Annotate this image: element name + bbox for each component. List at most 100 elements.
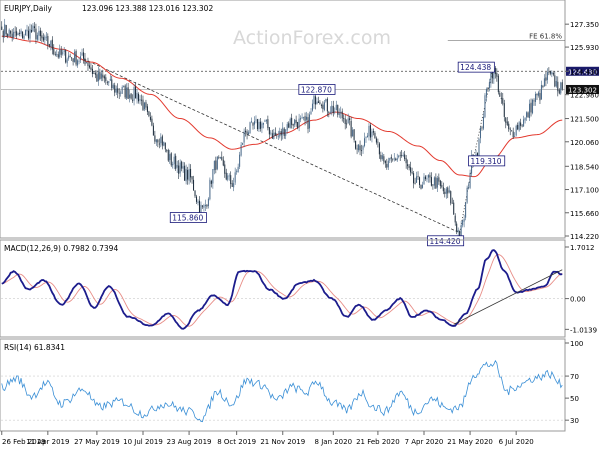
- candle-body: [248, 132, 250, 135]
- candle-body: [448, 190, 450, 193]
- candle-body: [427, 175, 429, 178]
- candle-body: [463, 218, 465, 222]
- candle-body: [112, 84, 114, 89]
- candle-body: [353, 129, 355, 140]
- candle-body: [411, 172, 413, 174]
- candle-body: [435, 177, 437, 189]
- candle-body: [410, 167, 412, 173]
- candle-body: [216, 156, 218, 169]
- candle-body: [457, 230, 459, 233]
- candle-body: [325, 99, 327, 102]
- candle-body: [231, 183, 233, 187]
- watermark: ActionForex.com: [233, 27, 391, 49]
- candle-body: [352, 129, 354, 137]
- candle-body: [228, 175, 230, 177]
- candle-body: [262, 122, 264, 125]
- candle-body: [386, 163, 388, 168]
- rsi-y-tick-label: 70: [570, 373, 579, 381]
- candle-body: [355, 140, 357, 149]
- candle-body: [341, 111, 343, 119]
- price-y-tick-label: 120.060: [570, 139, 599, 147]
- candle-body: [294, 119, 296, 125]
- candle-body: [279, 131, 281, 137]
- price-panel-title: EURJPY,Daily: [4, 4, 53, 13]
- candle-body: [401, 154, 403, 156]
- resistance-tag-label: 124.430: [568, 68, 597, 76]
- resistance-tag-box: [566, 66, 599, 76]
- candle-body: [361, 150, 363, 152]
- candle-body: [375, 138, 377, 143]
- candle-body: [85, 62, 88, 63]
- candle-body: [181, 161, 183, 169]
- candle-body: [173, 156, 175, 165]
- candle-body: [399, 155, 401, 156]
- candle-body: [424, 176, 426, 180]
- candle-body: [439, 180, 441, 186]
- candle-body: [29, 28, 31, 39]
- candle-body: [372, 131, 374, 133]
- candle-body: [476, 152, 479, 156]
- candle-body: [380, 154, 382, 160]
- price-annotation-box: [169, 212, 207, 223]
- rsi-panel-title: RSI(14) 61.8341: [4, 343, 65, 352]
- candle-body: [233, 183, 235, 188]
- candle-body: [349, 118, 351, 121]
- candle-body: [377, 141, 379, 143]
- candle-body: [155, 139, 157, 143]
- candle-body: [390, 156, 392, 159]
- candle-body: [190, 168, 192, 178]
- candle-body: [320, 104, 322, 106]
- candle-body: [163, 141, 165, 146]
- candle-body: [32, 25, 34, 32]
- candle-body: [499, 93, 501, 97]
- candle-body: [537, 92, 539, 96]
- candle-body: [7, 34, 9, 37]
- candle-body: [224, 164, 226, 174]
- candle-body: [487, 87, 489, 89]
- candle-body: [54, 54, 56, 55]
- candle-body: [270, 132, 272, 134]
- candle-body: [366, 135, 369, 138]
- last-price-tag-box: [566, 84, 599, 94]
- candle-body: [393, 158, 395, 160]
- candle-body: [447, 187, 449, 194]
- candle-body: [511, 130, 513, 132]
- candle-body: [106, 81, 108, 83]
- candle-body: [297, 122, 299, 129]
- candle-body: [8, 29, 10, 37]
- price-annotation-label: 122.870: [301, 85, 332, 94]
- candle-body: [39, 30, 41, 37]
- candle-body: [460, 225, 462, 236]
- candle-body: [421, 184, 424, 188]
- candle-body: [253, 121, 256, 125]
- candle-body: [280, 131, 282, 136]
- candle-body: [420, 184, 422, 189]
- candle-body: [63, 50, 65, 53]
- candle-body: [558, 90, 560, 94]
- price-annotation-label: 114.420: [429, 237, 460, 246]
- candle-body: [429, 175, 431, 178]
- candle-body: [356, 148, 358, 150]
- candle-body: [456, 223, 458, 232]
- candle-body: [526, 112, 528, 118]
- candle-body: [245, 130, 247, 133]
- candle-body: [303, 117, 305, 119]
- candle-body: [2, 30, 4, 38]
- candle-body: [482, 116, 484, 129]
- candle-body: [527, 112, 529, 118]
- candle-body: [398, 155, 400, 157]
- candle-body: [157, 139, 159, 143]
- candle-body: [4, 24, 6, 37]
- candle-body: [453, 202, 455, 215]
- candle-body: [317, 101, 319, 103]
- candle-body: [414, 182, 416, 184]
- candle-body: [35, 28, 37, 40]
- candle-body: [243, 131, 245, 143]
- candle-body: [146, 106, 148, 112]
- candle-body: [123, 85, 125, 87]
- candle-body: [383, 156, 385, 162]
- candle-body: [242, 143, 244, 145]
- candle-body: [546, 72, 548, 80]
- candle-body: [512, 131, 514, 138]
- x-axis-tick-label: 21 May 2020: [447, 438, 493, 446]
